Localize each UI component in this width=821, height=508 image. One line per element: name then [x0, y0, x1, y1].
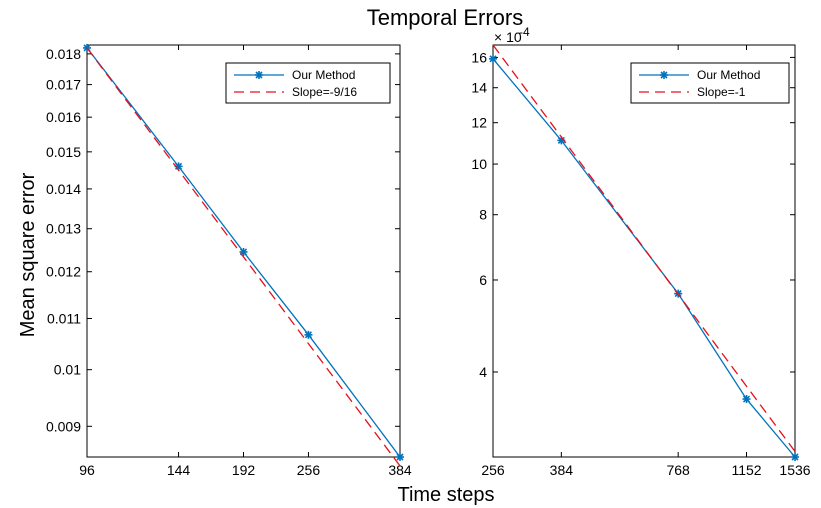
- x-tick-label: 1536: [779, 462, 810, 478]
- figure-title: Temporal Errors: [367, 5, 523, 30]
- legend-label: Our Method: [697, 68, 760, 82]
- y-tick-label: 16: [471, 49, 487, 65]
- y-tick-label: 12: [471, 115, 487, 131]
- x-tick-label: 144: [167, 462, 191, 478]
- x-tick-label: 256: [481, 462, 505, 478]
- slope-line: [492, 44, 796, 452]
- legend-box: [225, 62, 391, 104]
- legend-box: [630, 62, 790, 104]
- y-exponent-base: × 10: [494, 29, 522, 45]
- x-tick-label: 384: [550, 462, 574, 478]
- x-tick-label: 256: [297, 462, 321, 478]
- data-point-star: [396, 453, 404, 461]
- y-tick-label: 0.016: [46, 109, 81, 125]
- x-tick-label: 1152: [731, 462, 761, 478]
- legend-star-icon: [255, 71, 263, 79]
- y-tick-label: 4: [479, 364, 487, 380]
- legend-label: Slope=-1: [697, 85, 746, 99]
- data-point-star: [791, 453, 799, 461]
- y-tick-label: 0.013: [46, 221, 81, 237]
- x-tick-label: 96: [79, 462, 95, 478]
- left-panel: 96 144 192 256 384 0.009 0.01 0.011 0.012 0.013 0.…: [46, 43, 412, 478]
- right-panel: 256 384 768 1152 1536 4 6 8 10 12 14 16 × 10-4 Our Me…: [471, 25, 810, 478]
- y-tick-label: 0.017: [46, 77, 81, 93]
- x-tick-label: 192: [232, 462, 256, 478]
- legend-label: Slope=-9/16: [292, 85, 357, 99]
- data-point-star: [489, 54, 497, 63]
- y-tick-label: 14: [471, 80, 487, 96]
- y-tick-label: 0.018: [46, 46, 81, 62]
- axes-box: [492, 44, 796, 458]
- data-point-star: [742, 395, 751, 404]
- data-point-star: [304, 330, 313, 339]
- legend-label: Our Method: [292, 68, 355, 82]
- y-tick-label: 6: [479, 272, 487, 288]
- y-tick-label: 0.01: [54, 362, 81, 378]
- x-tick-label: 384: [388, 462, 412, 478]
- y-tick-label: 0.014: [46, 181, 81, 197]
- y-tick-label: 0.011: [47, 310, 81, 326]
- x-axis-label: Time steps: [397, 484, 494, 506]
- y-tick-label: 0.012: [46, 264, 81, 280]
- y-tick-label: 0.015: [46, 144, 81, 160]
- data-point-star: [239, 247, 248, 256]
- y-exponent: -4: [519, 25, 530, 39]
- y-tick-label: 8: [479, 207, 487, 223]
- x-tick-label: 768: [666, 462, 690, 478]
- y-tick-label: 0.009: [46, 418, 81, 434]
- y-axis-label: Mean square error: [17, 172, 39, 337]
- method-line: [492, 58, 796, 458]
- legend-star-icon: [660, 71, 668, 79]
- y-tick-label: 10: [471, 156, 487, 172]
- slope-line: [86, 47, 401, 467]
